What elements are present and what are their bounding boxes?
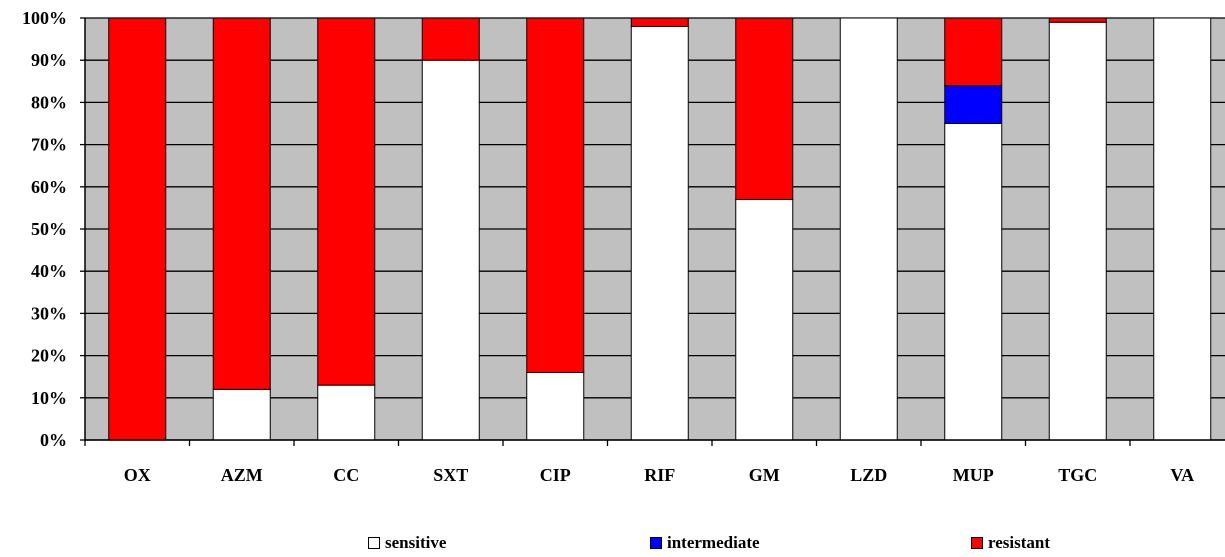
bar-segment-resistant <box>1048 17 1107 23</box>
bar-segment-sensitive <box>944 123 1003 441</box>
bar-segment-resistant <box>944 17 1003 87</box>
x-tick-label: VA <box>1170 465 1194 485</box>
bar-segment-sensitive <box>735 198 794 441</box>
y-tick-label: 20% <box>31 346 67 366</box>
legend-label-resistant: resistant <box>988 533 1051 552</box>
bar-segment-resistant <box>630 17 689 27</box>
legend-swatch-resistant <box>971 537 983 549</box>
x-tick-label: MUP <box>953 465 994 485</box>
legend-resistant: resistant <box>971 533 1050 553</box>
bar-segment-sensitive <box>839 17 898 441</box>
bars <box>108 17 1212 441</box>
legend-sensitive: sensitive <box>368 533 446 553</box>
bar-segment-intermediate <box>944 85 1003 124</box>
y-tick-label: 80% <box>31 92 67 112</box>
y-tick-label: 0% <box>40 430 67 450</box>
bar-segment-resistant <box>421 17 480 61</box>
bar-segment-resistant <box>526 17 585 373</box>
legend-swatch-intermediate <box>650 537 662 549</box>
x-tick-label: CIP <box>540 465 571 485</box>
y-tick-label: 60% <box>31 177 67 197</box>
y-tick-label: 90% <box>31 50 67 70</box>
legend-label-intermediate: intermediate <box>667 533 760 552</box>
bar-segment-resistant <box>735 17 794 200</box>
bar-segment-resistant <box>212 17 271 390</box>
x-tick-label: CC <box>333 465 359 485</box>
y-tick-label: 30% <box>31 303 67 323</box>
y-tick-label: 40% <box>31 261 67 281</box>
x-tick-label: SXT <box>433 465 468 485</box>
bar-segment-sensitive <box>1048 21 1107 441</box>
x-tick-label: RIF <box>644 465 675 485</box>
x-tick-label: AZM <box>221 465 263 485</box>
x-tick-label: OX <box>124 465 151 485</box>
legend-swatch-sensitive <box>368 537 380 549</box>
legend-label-sensitive: sensitive <box>385 533 447 552</box>
legend-intermediate: intermediate <box>650 533 760 553</box>
x-tick-label: LZD <box>850 465 887 485</box>
bar-segment-sensitive <box>526 371 585 441</box>
y-tick-label: 10% <box>31 388 67 408</box>
bar-segment-resistant <box>108 17 167 441</box>
y-tick-label: 50% <box>31 219 67 239</box>
bar-segment-sensitive <box>630 25 689 441</box>
bar-segment-resistant <box>317 17 376 386</box>
y-tick-label: 70% <box>31 135 67 155</box>
bar-segment-sensitive <box>421 59 480 441</box>
x-tick-label: TGC <box>1058 465 1097 485</box>
bar-segment-sensitive <box>212 388 271 441</box>
bar-segment-sensitive <box>317 384 376 441</box>
axes: 0% 10% 20% 30% 40% 50% 60% 70% 80% 90% 100% OX AZM CC… <box>22 8 1225 485</box>
y-tick-label: 100% <box>22 8 67 28</box>
bar-segment-sensitive <box>1153 17 1212 441</box>
x-tick-label: GM <box>749 465 780 485</box>
